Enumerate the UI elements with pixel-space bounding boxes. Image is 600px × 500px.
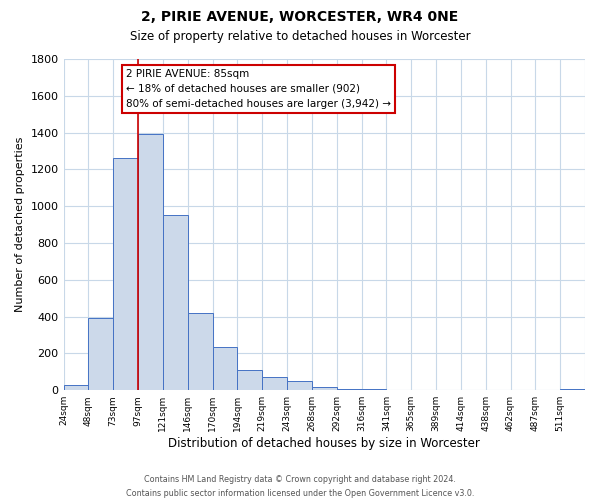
Text: 2 PIRIE AVENUE: 85sqm
← 18% of detached houses are smaller (902)
80% of semi-det: 2 PIRIE AVENUE: 85sqm ← 18% of detached … xyxy=(126,69,391,108)
Bar xyxy=(262,378,287,390)
Bar xyxy=(287,381,312,390)
Text: 2, PIRIE AVENUE, WORCESTER, WR4 0NE: 2, PIRIE AVENUE, WORCESTER, WR4 0NE xyxy=(142,10,458,24)
Bar xyxy=(163,216,188,390)
Bar xyxy=(88,318,113,390)
X-axis label: Distribution of detached houses by size in Worcester: Distribution of detached houses by size … xyxy=(169,437,480,450)
Y-axis label: Number of detached properties: Number of detached properties xyxy=(15,137,25,312)
Bar xyxy=(212,347,238,390)
Bar xyxy=(138,134,163,390)
Bar xyxy=(113,158,138,390)
Bar xyxy=(64,384,88,390)
Bar xyxy=(188,313,212,390)
Text: Size of property relative to detached houses in Worcester: Size of property relative to detached ho… xyxy=(130,30,470,43)
Bar xyxy=(238,370,262,390)
Bar xyxy=(312,388,337,390)
Text: Contains HM Land Registry data © Crown copyright and database right 2024.
Contai: Contains HM Land Registry data © Crown c… xyxy=(126,476,474,498)
